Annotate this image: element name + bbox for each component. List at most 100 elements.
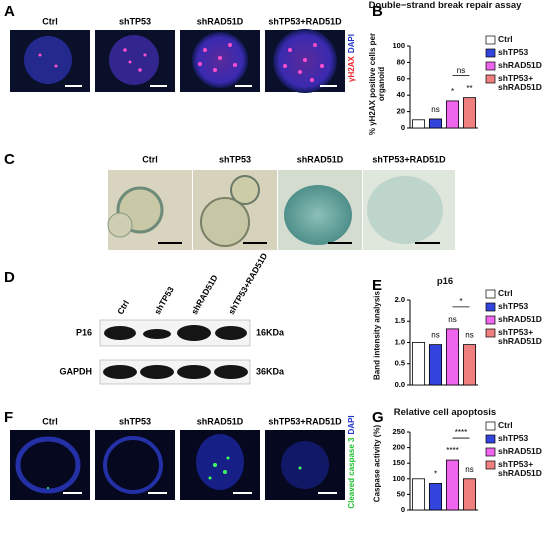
y-axis-title: % γH2AX positive cells per organoid: [368, 32, 386, 136]
column-title: shRAD51D: [197, 416, 244, 426]
y-tick-label: 1.5: [395, 316, 405, 325]
legend-swatch: [485, 434, 496, 444]
panel-label: F: [4, 409, 13, 426]
significance: **: [466, 84, 472, 93]
column-title: shTP53: [119, 416, 151, 426]
y-tick-label: 100: [392, 474, 405, 483]
bar: [428, 118, 443, 129]
column-title: shTP53+RAD51D: [268, 416, 342, 426]
y-tick-label: 60: [397, 74, 405, 83]
bracket-label: *: [459, 297, 462, 306]
significance: ****: [446, 446, 458, 455]
y-tick-label: 80: [397, 57, 405, 66]
column-title: Ctrl: [42, 16, 58, 26]
bar: [445, 100, 460, 129]
stain-name: DAPI: [347, 415, 356, 434]
bracket-label: ns: [457, 66, 465, 75]
panel-label: G: [372, 409, 384, 426]
y-tick-label: 250: [392, 427, 405, 436]
column-title: shTP53+RAD51D: [268, 16, 342, 26]
lane-label: Ctrl: [115, 298, 131, 316]
y-tick-label: 200: [392, 443, 405, 452]
y-tick-label: 0: [401, 123, 405, 132]
legend-swatch: [485, 302, 496, 312]
legend-swatch: [485, 460, 496, 470]
bar: [445, 459, 460, 511]
legend-swatch: [485, 289, 496, 299]
legend-label: shTP53: [498, 433, 529, 443]
stain-label: Cleaved caspase 3 DAPI: [347, 415, 356, 508]
panel-f-images: [10, 430, 345, 500]
bar: [462, 478, 477, 511]
legend-swatch: [485, 447, 496, 457]
bar: [428, 483, 443, 511]
y-axis-title: Band intensity analysis: [372, 290, 382, 380]
stain-name: γH2AX: [347, 56, 356, 82]
row-label: P16: [76, 327, 92, 337]
legend-label: shRAD51D: [498, 60, 542, 70]
panel-label: D: [4, 269, 15, 286]
column-title: shTP53+RAD51D: [372, 154, 446, 164]
column-title: Ctrl: [142, 154, 158, 164]
row-label: GAPDH: [59, 366, 92, 376]
legend-swatch: [485, 48, 496, 58]
significance: *: [434, 470, 437, 479]
legend-swatch: [485, 61, 496, 71]
panel-label: C: [4, 151, 15, 168]
panel-d-blot: [99, 319, 251, 385]
bar: [462, 344, 477, 386]
lane-label: shTP53: [152, 285, 176, 316]
legend-label: Ctrl: [498, 420, 513, 430]
y-tick-label: 2.0: [395, 295, 405, 304]
y-tick-label: 100: [392, 41, 405, 50]
column-title: shTP53: [219, 154, 251, 164]
size-label: 16KDa: [256, 327, 285, 337]
bar: [428, 344, 443, 386]
bar: [411, 478, 426, 511]
bar: [445, 328, 460, 386]
panel-a-images: [10, 29, 345, 93]
stain-label: γH2AX DAPI: [347, 34, 356, 82]
panel-label: A: [4, 3, 15, 20]
significance: ns: [431, 105, 439, 114]
column-title: shRAD51D: [197, 16, 244, 26]
legend-label: shTP53+ shRAD51D: [498, 459, 542, 478]
size-label: 36KDa: [256, 366, 285, 376]
chart-title: p16: [436, 276, 454, 287]
chart-title: Relative cell apoptosis: [393, 407, 497, 418]
column-title: shTP53: [119, 16, 151, 26]
y-tick-label: 40: [397, 90, 405, 99]
chart-title: Double−strand break repair assay: [368, 0, 522, 11]
lane-label: shTP53+RAD51D: [226, 251, 269, 316]
bar: [411, 342, 426, 386]
stain-name: Cleaved caspase 3: [347, 437, 356, 509]
significance: ns: [431, 331, 439, 340]
y-tick-label: 50: [397, 489, 405, 498]
y-tick-label: 0.0: [395, 380, 405, 389]
legend-label: Ctrl: [498, 288, 513, 298]
legend-swatch: [485, 315, 496, 325]
panel-label: B: [372, 3, 383, 20]
bracket-label: ****: [455, 428, 467, 437]
legend-swatch: [485, 74, 496, 84]
significance: ns: [465, 331, 473, 340]
y-tick-label: 0: [401, 505, 405, 514]
legend-label: shTP53+ shRAD51D: [498, 73, 542, 92]
lane-label: shRAD51D: [189, 273, 220, 316]
y-axis-title: Caspase activity (%): [372, 424, 382, 503]
legend-label: shTP53+ shRAD51D: [498, 327, 542, 346]
bar: [462, 97, 477, 129]
legend-swatch: [485, 35, 496, 45]
panel-c-images: [107, 170, 455, 250]
significance: *: [451, 87, 454, 96]
column-title: shRAD51D: [297, 154, 344, 164]
column-title: Ctrl: [42, 416, 58, 426]
legend-label: shTP53: [498, 301, 529, 311]
legend-swatch: [485, 421, 496, 431]
legend-label: shRAD51D: [498, 314, 542, 324]
y-tick-label: 0.5: [395, 359, 405, 368]
significance: ns: [448, 315, 456, 324]
y-tick-label: 20: [397, 107, 405, 116]
